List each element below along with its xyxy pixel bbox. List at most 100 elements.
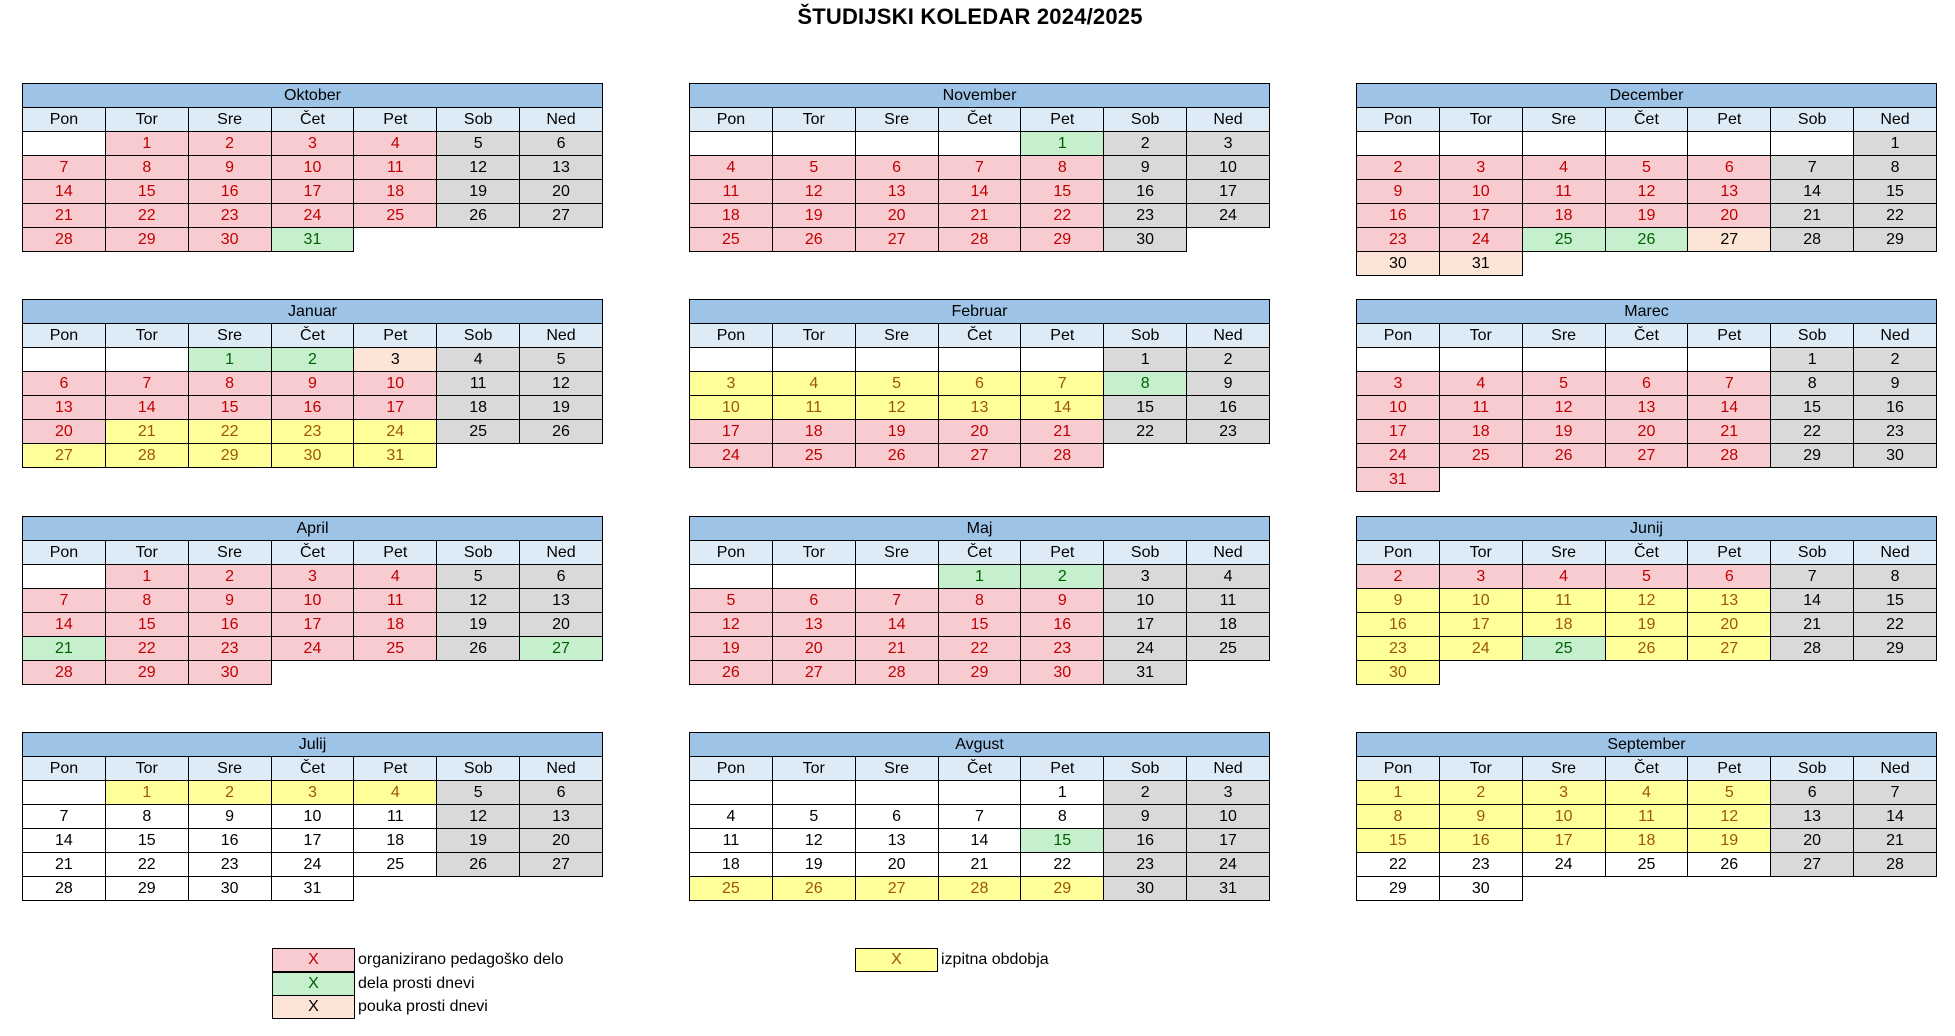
day-cell: 5: [689, 588, 773, 613]
day-name: Pon: [1356, 756, 1440, 781]
day-name: Pon: [689, 323, 773, 348]
blank-day-cell: [689, 347, 773, 372]
day-cell: 31: [1186, 876, 1270, 901]
day-name: Ned: [519, 323, 603, 348]
day-cell: 30: [187, 660, 272, 685]
empty-cell: [1439, 468, 1522, 492]
day-cell: 14: [22, 612, 106, 637]
day-cell: 19: [1687, 828, 1772, 853]
day-cell: 11: [436, 371, 521, 396]
day-cell: 28: [1020, 443, 1105, 468]
day-cell: 12: [854, 395, 939, 420]
day-cell: 17: [1356, 419, 1440, 444]
day-cell: 18: [689, 852, 773, 877]
day-cell: 31: [353, 443, 438, 468]
day-cell: 7: [1020, 371, 1105, 396]
day-name: Pon: [689, 540, 773, 565]
week-row: 28 29 30 31: [22, 876, 603, 901]
day-cell: 10: [353, 371, 438, 396]
day-cell: 2: [1103, 780, 1188, 805]
day-cell: 1: [1103, 347, 1188, 372]
day-cell: 21: [1853, 828, 1937, 853]
day-cell: 19: [436, 179, 521, 204]
day-name: Pet: [1687, 756, 1772, 781]
day-cell: 7: [854, 588, 939, 613]
day-cell: 31: [270, 227, 355, 252]
day-cell: 15: [1770, 395, 1855, 420]
week-row: 30: [1356, 660, 1937, 685]
day-cell: 23: [1186, 419, 1270, 444]
day-cell: 15: [1020, 828, 1105, 853]
day-cell: 1: [104, 780, 189, 805]
day-name: Ned: [1186, 756, 1270, 781]
day-name: Čet: [270, 323, 355, 348]
day-cell: 7: [1853, 780, 1937, 805]
day-cell: 24: [1356, 443, 1440, 468]
empty-cell: [1439, 661, 1522, 685]
month-name: Februar: [689, 299, 1270, 324]
day-name: Sob: [1770, 540, 1855, 565]
day-cell: 16: [187, 828, 272, 853]
empty-cell: [1605, 877, 1688, 901]
day-cell: 17: [1438, 203, 1523, 228]
day-cell: 16: [1186, 395, 1270, 420]
day-cell: 19: [1604, 203, 1689, 228]
week-row: 31: [1356, 467, 1937, 492]
day-cell: 14: [104, 395, 189, 420]
day-cell: 14: [1770, 588, 1855, 613]
day-name: Sob: [436, 756, 521, 781]
day-cell: 23: [1438, 852, 1523, 877]
empty-cell: [271, 661, 354, 685]
day-cell: 16: [1438, 828, 1523, 853]
month-table: November Pon Tor Sre Čet Pet Sob Ned 1 2 3 4 5 6 7 8 9 10…: [689, 83, 1270, 252]
day-cell: 29: [187, 443, 272, 468]
day-cell: 11: [1521, 179, 1606, 204]
empty-cell: [1854, 877, 1937, 901]
day-cell: 4: [1521, 155, 1606, 180]
day-cell: 18: [1604, 828, 1689, 853]
day-cell: 5: [1687, 780, 1772, 805]
day-cell: 2: [1853, 347, 1937, 372]
month-table: Julij Pon Tor Sre Čet Pet Sob Ned 1 2 3 4 5 6 7 8 9 10 11 1…: [22, 732, 603, 901]
month-table: Januar Pon Tor Sre Čet Pet Sob Ned 1 2 3 4 5 6 7 8 9 10 11…: [22, 299, 603, 468]
day-cell: 1: [104, 564, 189, 589]
legend-marker: X: [272, 948, 355, 972]
legend: X organizirano pedagoško delo X dela pro…: [272, 948, 1172, 1020]
day-cell: 10: [270, 804, 355, 829]
day-cell: 28: [937, 227, 1022, 252]
empty-cell: [1688, 661, 1771, 685]
day-cell: 3: [1186, 131, 1270, 156]
day-cell: 4: [1438, 371, 1523, 396]
day-cell: 24: [1186, 852, 1270, 877]
day-cell: 30: [1103, 876, 1188, 901]
empty-cell: [1854, 252, 1937, 276]
day-cell: 19: [1521, 419, 1606, 444]
day-name: Sob: [436, 107, 521, 132]
day-cell: 21: [1770, 612, 1855, 637]
empty-cell: [437, 228, 520, 252]
empty-cell: [520, 877, 603, 901]
page-title: ŠTUDIJSKI KOLEDAR 2024/2025: [797, 4, 1143, 29]
day-cell: 14: [1687, 395, 1772, 420]
day-cell: 6: [1687, 564, 1772, 589]
day-name: Tor: [1438, 540, 1523, 565]
day-cell: 8: [1020, 804, 1105, 829]
blank-day-cell: [771, 347, 856, 372]
day-cell: 24: [270, 852, 355, 877]
day-cell: 3: [1438, 564, 1523, 589]
day-cell: 8: [1853, 155, 1937, 180]
legend-label: organizirano pedagoško delo: [358, 951, 564, 968]
day-name: Sre: [187, 323, 272, 348]
day-cell: 21: [104, 419, 189, 444]
week-row: 24 25 26 27 28 29 30: [1356, 443, 1937, 468]
week-row: 30 31: [1356, 251, 1937, 276]
legend-marker: X: [855, 948, 938, 972]
day-name: Pon: [22, 323, 106, 348]
empty-cell: [1688, 468, 1771, 492]
week-row: 17 18 19 20 21 22 23: [1356, 419, 1937, 444]
day-cell: 28: [1770, 636, 1855, 661]
day-cell: 27: [771, 660, 856, 685]
day-cell: 24: [1438, 636, 1523, 661]
